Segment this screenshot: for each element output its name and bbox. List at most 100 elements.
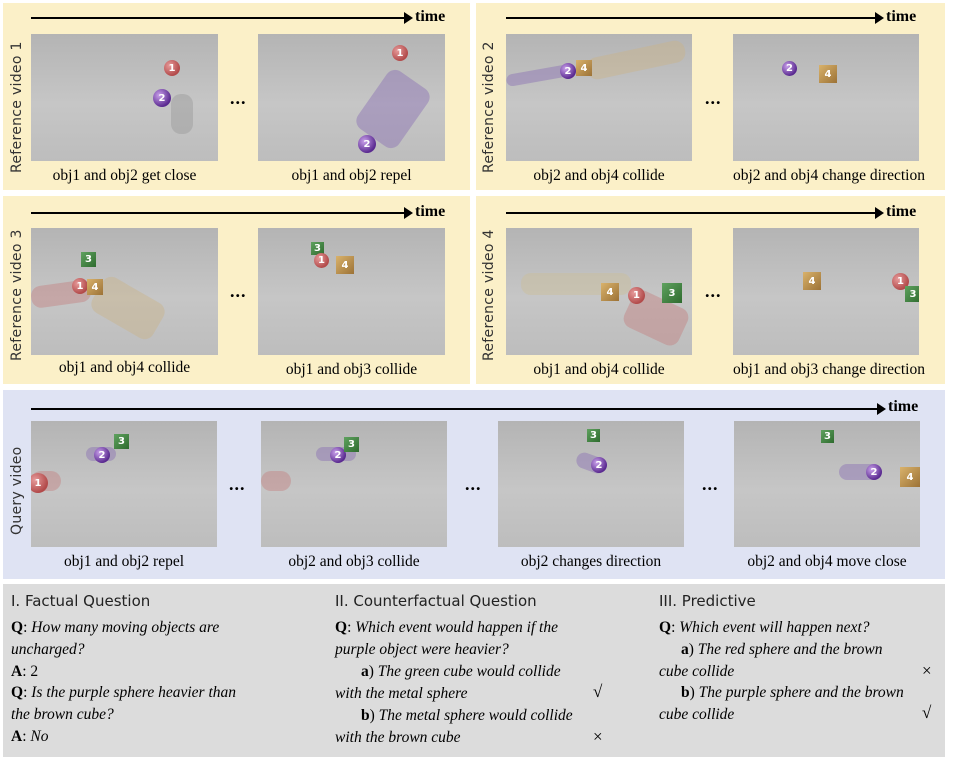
reference-video-1-panel: Reference video 1 time 1 2 ... 1 2 obj1 … — [3, 3, 470, 190]
counterfactual-q-cont: purple object were heavier? — [335, 641, 509, 659]
object-2-purple-sphere: 2 — [153, 89, 171, 107]
object-1-red-sphere: 1 — [892, 273, 909, 290]
answer-text: No — [30, 728, 49, 745]
time-arrow — [31, 207, 413, 219]
reference-video-2-panel: Reference video 2 time 2 4 ... 2 4 obj2 … — [476, 3, 945, 190]
question-text: Is the purple sphere heavier than — [31, 684, 237, 701]
object-2-purple-sphere: 2 — [330, 447, 346, 463]
object-3-green-cube: 3 — [821, 430, 834, 443]
cross-mark: × — [922, 661, 932, 680]
option-text: with the metal sphere — [335, 685, 468, 702]
object-1-red-sphere: 1 — [392, 45, 408, 61]
caption: obj2 and obj4 change direction — [733, 167, 925, 184]
caption: obj2 changes direction — [520, 553, 662, 570]
time-label: time — [886, 203, 917, 220]
counterfactual-option-a-cont: with the metal sphere — [335, 685, 467, 703]
predictive-option-a: a) The red sphere and the brown — [681, 641, 883, 658]
factual-question-title: I. Factual Question — [11, 592, 151, 610]
video-frame: 4 1 3 — [733, 228, 919, 355]
object-2-purple-sphere: 2 — [591, 457, 607, 473]
factual-a1: A: 2 — [11, 663, 39, 680]
object-4-brown-cube: 4 — [601, 283, 619, 301]
predictive-option-b-cont: cube collide — [659, 706, 734, 724]
factual-q1: Q: How many moving objects are — [11, 619, 220, 636]
factual-q2: Q: Is the purple sphere heavier than — [11, 684, 237, 701]
reference-video-3-label: Reference video 3 — [9, 229, 25, 361]
time-label: time — [415, 203, 446, 220]
option-key: b — [361, 707, 370, 724]
object-2-purple-sphere: 2 — [358, 135, 376, 153]
video-frame: 3 1 4 — [258, 228, 445, 355]
predictive-option-a-cont: cube collide — [659, 663, 734, 681]
q-prefix: Q — [11, 684, 24, 701]
object-2-purple-sphere: 2 — [94, 447, 110, 463]
object-4-brown-cube: 4 — [819, 65, 837, 83]
object-3-green-cube: 3 — [587, 429, 600, 442]
object-4-brown-cube: 4 — [336, 256, 354, 274]
object-2-purple-sphere: 2 — [560, 63, 576, 79]
ellipsis: ... — [229, 474, 246, 494]
a-prefix: A — [11, 663, 23, 680]
reference-video-3-panel: Reference video 3 time 3 1 4 ... 3 1 4 o… — [3, 196, 470, 384]
object-1-red-sphere: 1 — [72, 278, 88, 294]
predictive-question-title: III. Predictive — [659, 592, 756, 610]
ellipsis: ... — [230, 281, 247, 301]
video-frame: 3 1 4 — [31, 228, 218, 355]
cross-mark: × — [593, 727, 603, 746]
ellipsis: ... — [702, 474, 719, 494]
option-key: a — [361, 663, 369, 680]
caption: obj1 and obj4 collide — [533, 361, 665, 378]
counterfactual-option-b: b) The metal sphere would collide — [361, 707, 573, 724]
question-text: Which event will happen next? — [679, 619, 870, 636]
caption: obj1 and obj4 collide — [58, 359, 191, 376]
object-4-brown-cube: 4 — [576, 60, 592, 76]
question-text: How many moving objects are — [31, 619, 220, 636]
factual-a2: A: No — [11, 728, 49, 745]
time-label: time — [886, 8, 917, 25]
question-text: the brown cube? — [11, 706, 114, 723]
object-3-green-cube: 3 — [344, 437, 359, 452]
video-frame: 2 4 — [733, 34, 919, 161]
object-4-brown-cube: 4 — [900, 467, 920, 487]
time-arrow — [506, 207, 884, 219]
ellipsis: ... — [705, 88, 722, 108]
time-arrow — [506, 12, 884, 24]
questions-panel: I. Factual Question Q: How many moving o… — [3, 584, 945, 757]
option-text: The purple sphere and the brown — [698, 684, 904, 701]
video-frame: 1 2 — [258, 34, 445, 161]
query-video-label: Query video — [9, 446, 25, 535]
object-3-green-cube: 3 — [81, 252, 96, 267]
q-prefix: Q — [335, 619, 348, 636]
time-arrow — [31, 403, 886, 415]
counterfactual-option-a: a) The green cube would collide — [361, 663, 561, 680]
option-text: The red sphere and the brown — [697, 641, 883, 658]
caption: obj1 and obj2 repel — [291, 167, 412, 184]
object-4-brown-cube: 4 — [87, 279, 103, 295]
option-text: The green cube would collide — [377, 663, 561, 680]
counterfactual-option-b-cont: with the brown cube — [335, 729, 461, 747]
video-frame: 1 2 — [31, 34, 218, 161]
ellipsis: ... — [465, 474, 482, 494]
factual-q1-cont: uncharged? — [11, 641, 84, 659]
video-frame: 4 1 3 — [506, 228, 692, 355]
video-frame: 3 2 — [498, 421, 684, 547]
counterfactual-q: Q: Which event would happen if the — [335, 619, 558, 636]
reference-video-4-panel: Reference video 4 time 4 1 3 ... 4 1 3 o… — [476, 196, 945, 384]
caption: obj1 and obj2 get close — [52, 167, 197, 184]
object-4-brown-cube: 4 — [803, 272, 821, 290]
reference-video-1-label: Reference video 1 — [9, 41, 25, 173]
question-text: Which event would happen if the — [355, 619, 558, 636]
object-3-green-cube: 3 — [662, 283, 682, 303]
object-3-green-cube: 3 — [114, 434, 129, 449]
ellipsis: ... — [230, 88, 247, 108]
time-label: time — [888, 398, 919, 415]
option-text: cube collide — [659, 663, 735, 680]
object-2-purple-sphere: 2 — [866, 464, 882, 480]
caption: obj2 and obj4 move close — [747, 553, 907, 570]
caption: obj2 and obj4 collide — [533, 167, 665, 184]
reference-video-4-label: Reference video 4 — [481, 229, 497, 361]
caption: obj1 and obj2 repel — [63, 553, 185, 570]
option-text: cube collide — [659, 706, 735, 723]
option-text: with the brown cube — [335, 729, 461, 746]
video-frame: 3 2 4 — [734, 421, 920, 547]
